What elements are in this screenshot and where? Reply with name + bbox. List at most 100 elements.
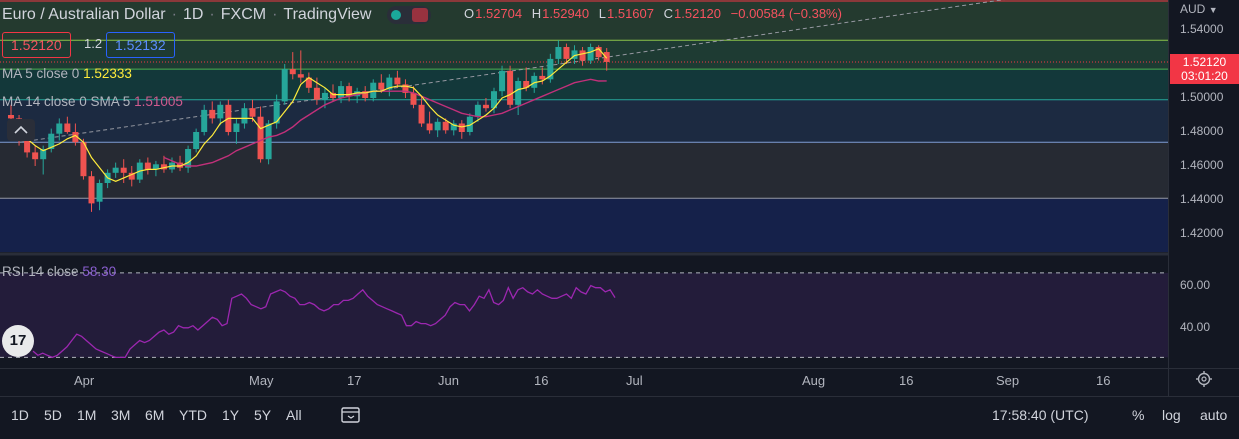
price-label: 1.54000 [1180, 22, 1224, 36]
date-range-icon[interactable] [340, 405, 362, 425]
candle-up [185, 149, 192, 168]
range-all[interactable]: All [286, 407, 302, 423]
rsi-band [0, 272, 1168, 358]
candle-down [523, 81, 530, 88]
percent-scale-button[interactable]: % [1132, 407, 1145, 423]
candle-down [160, 164, 167, 170]
bar-countdown: 03:01:20 [1181, 69, 1228, 83]
ma5-legend[interactable]: MA 5 close 0 1.52333 [2, 66, 132, 81]
candle-down [458, 123, 465, 132]
price-label: 1.42000 [1180, 226, 1224, 240]
candle-down [482, 104, 489, 109]
rsi-axis-label: 40.00 [1180, 320, 1211, 334]
range-1d[interactable]: 1D [11, 407, 29, 423]
candle-down [507, 70, 514, 105]
close-key: C [663, 6, 674, 21]
candle-down [72, 132, 79, 143]
candle-down [32, 152, 39, 160]
ma14-legend[interactable]: MA 14 close 0 SMA 5 1.51005 [2, 94, 183, 109]
candle-up [281, 69, 288, 102]
currency-unit-label: AUD [1180, 2, 1206, 16]
log-scale-button[interactable]: log [1162, 407, 1181, 423]
candle-up [265, 123, 272, 160]
ma5-line [10, 47, 608, 182]
range-5y[interactable]: 5Y [254, 407, 272, 423]
candle-down [579, 50, 586, 61]
price-label: 1.48000 [1180, 124, 1224, 138]
symbol-name[interactable]: Euro / Australian Dollar [2, 6, 166, 23]
high-value: 1.52940 [542, 6, 590, 21]
candle-up [515, 81, 522, 105]
rsi-legend[interactable]: RSI 14 close 58.30 [2, 264, 116, 279]
open-key: O [464, 6, 475, 21]
fib-zone [0, 142, 1168, 199]
candle-down [80, 142, 87, 177]
candle-up [112, 167, 119, 173]
candle-up [338, 86, 345, 98]
time-label: Apr [74, 373, 95, 388]
candle-down [24, 138, 31, 153]
range-1y[interactable]: 1Y [222, 407, 240, 423]
auto-scale-button[interactable]: auto [1200, 407, 1228, 423]
time-label: 16 [534, 373, 549, 388]
market-status-toggle[interactable] [387, 6, 432, 24]
price-label: 1.44000 [1180, 192, 1224, 206]
candle-down [603, 52, 610, 62]
header-dot: · [171, 6, 177, 23]
currency-unit[interactable]: AUD ▼ [1180, 2, 1218, 16]
candle-up [193, 132, 200, 149]
rsi-name: RSI 14 close [2, 264, 79, 279]
candle-down [88, 176, 95, 204]
price-label: 1.50000 [1180, 90, 1224, 104]
range-ytd[interactable]: YTD [179, 407, 207, 423]
candle-up [56, 123, 63, 134]
last-price-tag: 1.52120 03:01:20 [1170, 54, 1239, 84]
candle-up [201, 109, 208, 132]
bottom-toolbar [0, 397, 1239, 439]
time-label: 17 [347, 373, 362, 388]
candle-down [402, 84, 409, 93]
candle-up [321, 92, 328, 100]
utc-clock[interactable]: 17:58:40 (UTC) [992, 407, 1089, 423]
candle-up [370, 82, 377, 98]
candle-up [241, 108, 248, 124]
price-label: 1.46000 [1180, 158, 1224, 172]
tradingview-logo[interactable]: 17 [2, 325, 34, 357]
ma14-line [163, 78, 607, 167]
range-1m[interactable]: 1M [77, 407, 97, 423]
header-dot: · [272, 6, 278, 23]
candle-up [491, 91, 497, 109]
candle-down [418, 104, 425, 124]
candle-down [257, 116, 264, 160]
time-label: May [249, 373, 274, 388]
candle-down [64, 123, 71, 132]
candle-down [410, 92, 417, 105]
range-3m[interactable]: 3M [111, 407, 131, 423]
range-6m[interactable]: 6M [145, 407, 165, 423]
interval-label[interactable]: 1D [182, 6, 204, 23]
candle-up [474, 104, 481, 117]
time-label: 16 [899, 373, 914, 388]
candle-down [249, 108, 256, 117]
candle-down [539, 75, 546, 80]
last-price: 1.52120 [1182, 55, 1227, 69]
sell-price-button[interactable]: 1.52120 [2, 32, 71, 58]
candle-up [386, 77, 393, 90]
time-label: Aug [802, 373, 826, 388]
candle-down [563, 47, 570, 59]
gear-icon[interactable] [1195, 370, 1213, 388]
ma5-value: 1.52333 [83, 66, 132, 81]
replay-icon [412, 8, 429, 22]
candle-down [313, 87, 320, 100]
close-value: 1.52120 [674, 6, 722, 21]
collapse-legend-button[interactable] [7, 119, 35, 141]
fib-zone [0, 0, 1168, 41]
candle-up [531, 75, 538, 88]
buy-price-button[interactable]: 1.52132 [106, 32, 175, 58]
candle-up [273, 101, 280, 124]
chevron-up-icon [14, 125, 28, 134]
range-5d[interactable]: 5D [44, 407, 62, 423]
candle-down [144, 162, 151, 170]
rsi-value: 58.30 [82, 264, 117, 279]
